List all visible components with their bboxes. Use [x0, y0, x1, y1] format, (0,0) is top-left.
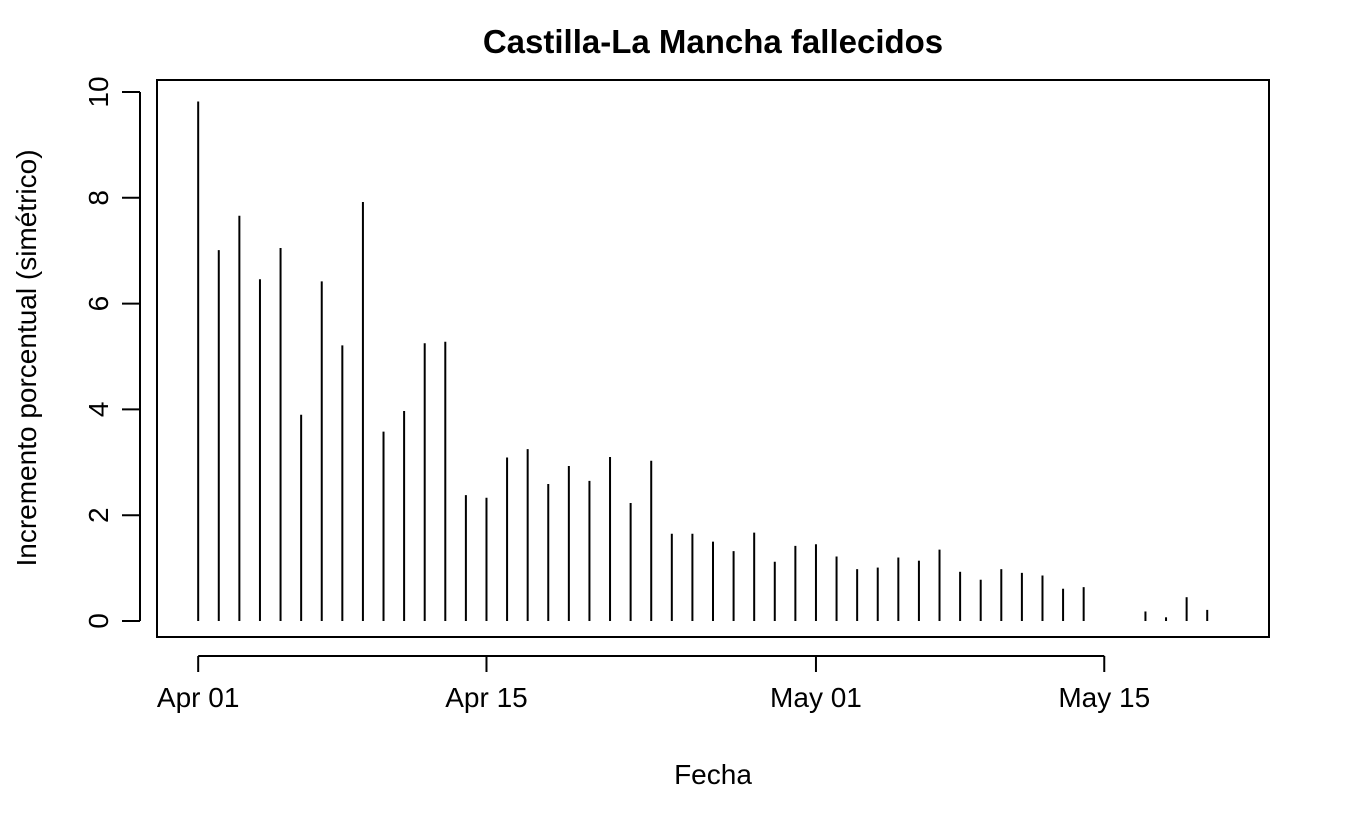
- y-axis-label: Incremento porcentual (simétrico): [11, 149, 42, 566]
- plot-frame: [156, 79, 1270, 638]
- x-tick-label: May 15: [1058, 682, 1150, 713]
- chart-title: Castilla-La Mancha fallecidos: [483, 23, 943, 60]
- y-tick-label: 2: [83, 507, 114, 523]
- y-tick-label: 10: [83, 76, 114, 107]
- bars: [197, 101, 1209, 621]
- y-tick-label: 8: [83, 190, 114, 206]
- y-tick-label: 4: [83, 402, 114, 418]
- x-axis-label: Fecha: [674, 759, 752, 790]
- x-tick-label: Apr 15: [445, 682, 528, 713]
- y-tick-label: 6: [83, 296, 114, 312]
- y-tick-label: 0: [83, 613, 114, 629]
- x-axis: Apr 01 Apr 15 May 01 May 15: [157, 655, 1150, 713]
- x-tick-label: May 01: [770, 682, 862, 713]
- y-axis: 0 2 4 6 8 10: [83, 76, 141, 629]
- x-tick-label: Apr 01: [157, 682, 240, 713]
